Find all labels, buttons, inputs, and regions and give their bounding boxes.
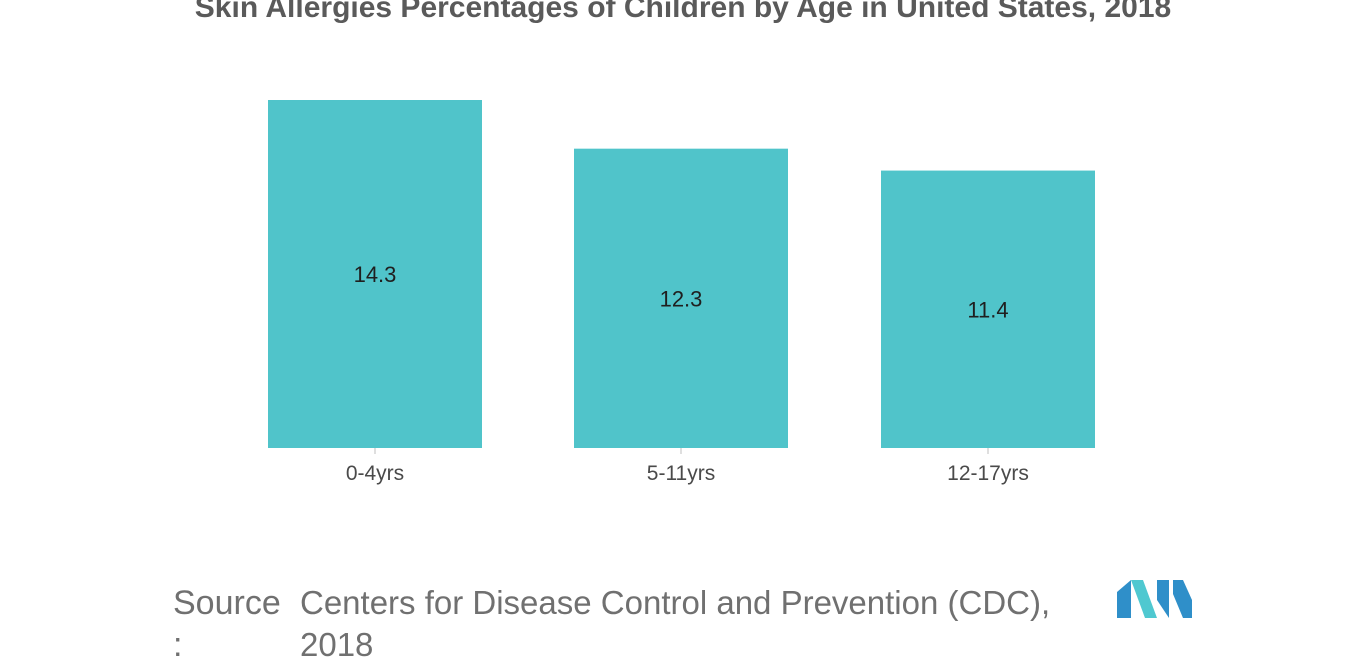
data-label: 11.4 (967, 297, 1008, 322)
bar-0-4yrs (268, 100, 482, 448)
source-label: Source : (173, 584, 281, 664)
x-tick-label: 5-11yrs (647, 462, 715, 485)
source-text: Centers for Disease Control and Preventi… (300, 584, 1051, 663)
chart-area: 14.3 0-4yrs 12.3 5-11yrs 11.4 12-17yrs (268, 100, 1095, 485)
mordor-logo-icon (1117, 580, 1192, 618)
bar-5-11yrs (574, 148, 788, 448)
bar-12-17yrs (881, 170, 1095, 448)
data-label: 12.3 (660, 286, 703, 311)
data-label: 14.3 (354, 262, 397, 287)
x-tick-label: 0-4yrs (346, 462, 404, 485)
x-tick-label: 12-17yrs (947, 462, 1029, 485)
chart-title: Skin Allergies Percentages of Children b… (194, 0, 1172, 24)
